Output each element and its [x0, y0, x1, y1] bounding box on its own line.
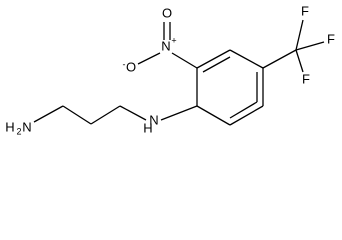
charge: - — [123, 59, 126, 69]
atom-label: F — [302, 71, 310, 86]
bonds — [33, 19, 325, 126]
atom-label: N — [22, 119, 31, 134]
atom-label: N — [149, 112, 158, 127]
structure: H 2 N N H N + O O - F F F — [5, 3, 335, 136]
atom-label: F — [301, 3, 309, 18]
atom-label: O — [162, 5, 172, 20]
atom-label: N — [161, 38, 170, 53]
charge: + — [171, 35, 176, 45]
page: H 2 N N H N + O O - F F F (() => { const… — [5, 3, 336, 137]
atom-label: H — [143, 120, 152, 135]
atom-label: H — [5, 119, 14, 134]
atom-label: F — [327, 31, 335, 46]
atom-label: O — [126, 59, 136, 74]
subscript: 2 — [16, 126, 21, 136]
